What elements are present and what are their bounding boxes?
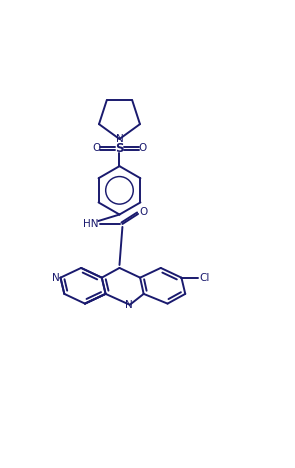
Text: O: O — [92, 144, 101, 154]
Text: S: S — [115, 142, 124, 155]
Text: Cl: Cl — [200, 273, 210, 283]
Text: HN: HN — [83, 219, 99, 229]
Text: O: O — [140, 206, 148, 217]
Text: N: N — [125, 300, 132, 310]
Text: O: O — [138, 144, 147, 154]
Text: N: N — [116, 134, 123, 144]
Text: N: N — [52, 273, 60, 283]
